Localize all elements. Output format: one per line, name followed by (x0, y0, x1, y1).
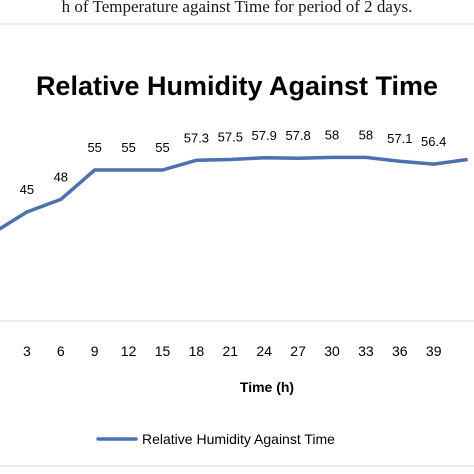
x-tick-label: 36 (392, 343, 408, 359)
data-label: 58 (325, 127, 339, 142)
x-tick-label: 6 (57, 343, 65, 359)
x-tick-label: 30 (324, 343, 340, 359)
data-label: 57.3 (184, 130, 209, 145)
data-label: 55 (155, 140, 169, 155)
x-tick-label: 12 (121, 343, 137, 359)
x-tick-label: 9 (91, 343, 99, 359)
chart-title: Relative Humidity Against Time (36, 71, 438, 101)
series-group (0, 155, 468, 231)
x-tick-label: 33 (358, 343, 374, 359)
data-labels: 45 48 55 55 55 57.3 57.5 57.9 57.8 58 58 57.1 56.4 (20, 127, 447, 197)
data-label: 55 (87, 140, 101, 155)
data-label: 57.1 (387, 131, 412, 146)
data-label: 57.8 (285, 128, 310, 143)
x-tick-label: 27 (290, 343, 306, 359)
data-label: 58 (359, 127, 373, 142)
x-tick-label: 24 (256, 343, 272, 359)
data-label: 57.9 (252, 128, 277, 143)
data-label: 55 (121, 140, 135, 155)
x-tick-label: 15 (155, 343, 171, 359)
x-tick-label: 39 (426, 343, 442, 359)
x-tick-label: 21 (223, 343, 239, 359)
legend: Relative Humidity Against Time (96, 431, 335, 447)
figure-caption: h of Temperature against Time for period… (62, 0, 413, 16)
x-tick-labels: 3 6 9 12 15 18 21 24 27 30 33 36 39 (23, 343, 442, 359)
legend-label: Relative Humidity Against Time (142, 431, 335, 447)
data-label: 48 (54, 169, 68, 184)
data-label: 56.4 (421, 134, 446, 149)
series-line (0, 155, 468, 231)
x-tick-label: 3 (23, 343, 31, 359)
x-axis-title: Time (h) (240, 379, 294, 395)
data-label: 57.5 (218, 130, 243, 145)
x-tick-label: 18 (189, 343, 205, 359)
data-label: 45 (20, 182, 34, 197)
